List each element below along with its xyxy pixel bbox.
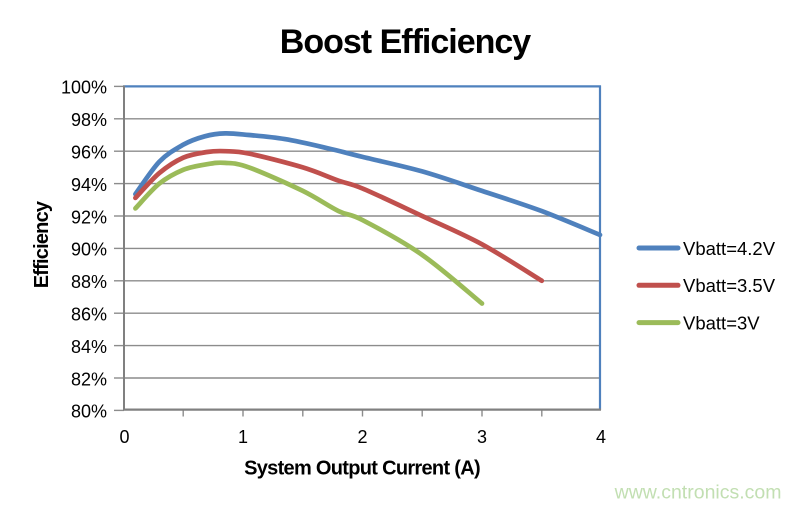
svg-text:90%: 90% — [71, 240, 107, 260]
svg-text:2: 2 — [357, 427, 367, 447]
svg-text:Vbatt=3V: Vbatt=3V — [683, 312, 760, 333]
svg-text:Efficiency: Efficiency — [31, 200, 53, 288]
svg-text:96%: 96% — [71, 143, 107, 163]
svg-text:1: 1 — [238, 427, 248, 447]
svg-text:100%: 100% — [61, 78, 107, 98]
svg-text:98%: 98% — [71, 110, 107, 130]
svg-text:92%: 92% — [71, 207, 107, 227]
svg-text:86%: 86% — [71, 305, 107, 325]
svg-text:www.cntronics.com: www.cntronics.com — [614, 482, 782, 504]
svg-text:4: 4 — [596, 427, 606, 447]
svg-text:80%: 80% — [71, 402, 107, 422]
svg-text:94%: 94% — [71, 175, 107, 195]
svg-text:84%: 84% — [71, 337, 107, 357]
svg-text:Boost Efficiency: Boost Efficiency — [280, 23, 531, 61]
svg-text:System Output Current (A): System Output Current (A) — [244, 458, 480, 480]
svg-text:82%: 82% — [71, 369, 107, 389]
svg-text:3: 3 — [477, 427, 487, 447]
svg-text:Vbatt=3.5V: Vbatt=3.5V — [683, 275, 776, 296]
svg-text:88%: 88% — [71, 272, 107, 292]
svg-text:Vbatt=4.2V: Vbatt=4.2V — [683, 238, 776, 259]
svg-text:0: 0 — [119, 427, 129, 447]
